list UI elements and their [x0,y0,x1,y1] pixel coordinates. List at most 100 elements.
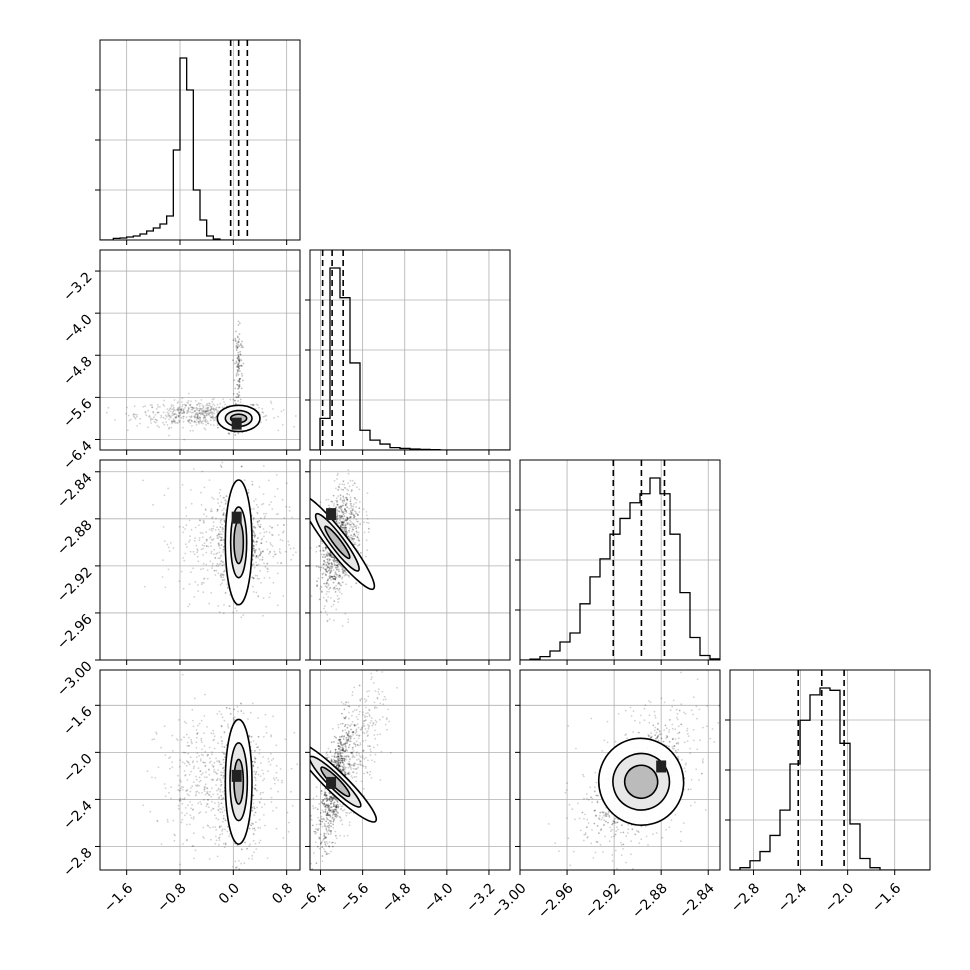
sample-point [263,512,265,515]
sample-point [356,536,359,538]
sample-point [181,405,184,408]
sample-point [205,563,208,566]
sample-point [210,550,213,553]
sample-point [182,557,185,559]
sample-point [335,509,338,512]
sample-point [249,711,252,714]
sample-point [328,572,331,575]
sample-point [172,410,174,413]
sample-point [167,413,170,416]
sample-point [367,522,370,524]
sample-point [345,749,347,751]
sample-point [318,837,321,840]
sample-point [257,773,260,776]
sample-point [203,419,206,422]
sample-point [345,510,348,513]
sample-point [358,744,360,747]
sample-point [351,731,354,734]
sample-point [254,550,257,553]
sample-point [209,536,212,538]
sample-point [252,577,255,580]
sample-point [168,418,171,421]
sample-point [178,419,180,422]
sample-point [224,828,226,831]
sample-point [258,577,260,580]
sample-point [279,768,282,770]
sample-point [365,712,367,715]
sample-point [216,534,219,537]
sample-point [258,520,261,522]
sample-point [320,566,323,569]
sample-point [325,574,327,577]
sample-point [198,780,201,783]
sample-point [210,412,213,415]
sample-point [334,591,337,593]
sample-point [191,808,194,811]
sample-point [327,584,330,587]
sample-point [160,416,163,419]
sample-point [269,592,272,595]
sample-point [156,819,159,822]
sample-point [333,556,335,559]
sample-point [368,724,371,727]
sample-point [346,523,349,525]
sample-point [220,781,223,783]
sample-point [197,420,200,423]
sample-point [341,515,343,517]
sample-point [190,807,193,810]
sample-point [281,498,284,501]
sample-point [147,409,150,412]
panel-frame [99,249,301,451]
sample-point [181,818,184,821]
sample-point [338,514,341,517]
sample-point [344,531,347,533]
sample-point [216,410,219,412]
sample-point [217,537,220,539]
sample-point [181,789,184,791]
sample-point [233,719,236,721]
sample-point [281,781,283,784]
sample-point [207,754,210,756]
sample-point [182,410,185,413]
sample-point [329,554,331,557]
sample-point [142,804,145,807]
sample-point [332,578,335,580]
sample-point [256,521,259,524]
sample-point [335,814,338,817]
sample-point [182,786,185,789]
sample-point [288,821,290,824]
sample-point [346,834,349,837]
sample-point [190,420,193,423]
sample-point [337,485,340,488]
sample-point [341,581,344,584]
sample-point [211,510,213,513]
sample-point [334,588,337,590]
sample-point [188,419,191,421]
sample-point [220,539,223,541]
sample-point [203,790,206,792]
sample-point [204,420,207,423]
sample-point [336,573,338,576]
sample-point [260,581,262,584]
sample-point [315,831,318,834]
sample-point [328,575,331,578]
sample-point [219,536,222,539]
sample-point [187,804,189,807]
sample-point [258,749,261,751]
sample-point [218,551,221,554]
sample-point [227,723,229,726]
sample-point [190,416,193,418]
sample-point [350,513,353,515]
sample-point [335,497,338,500]
sample-point [186,401,189,404]
sample-point [155,733,158,735]
sample-point [345,516,348,518]
sample-point [241,365,244,367]
sample-point [238,380,240,383]
sample-point [196,409,199,411]
sample-point [202,754,204,757]
sample-point [317,827,320,830]
sample-point [355,486,358,489]
sample-point [316,580,318,583]
sample-point [324,546,327,549]
